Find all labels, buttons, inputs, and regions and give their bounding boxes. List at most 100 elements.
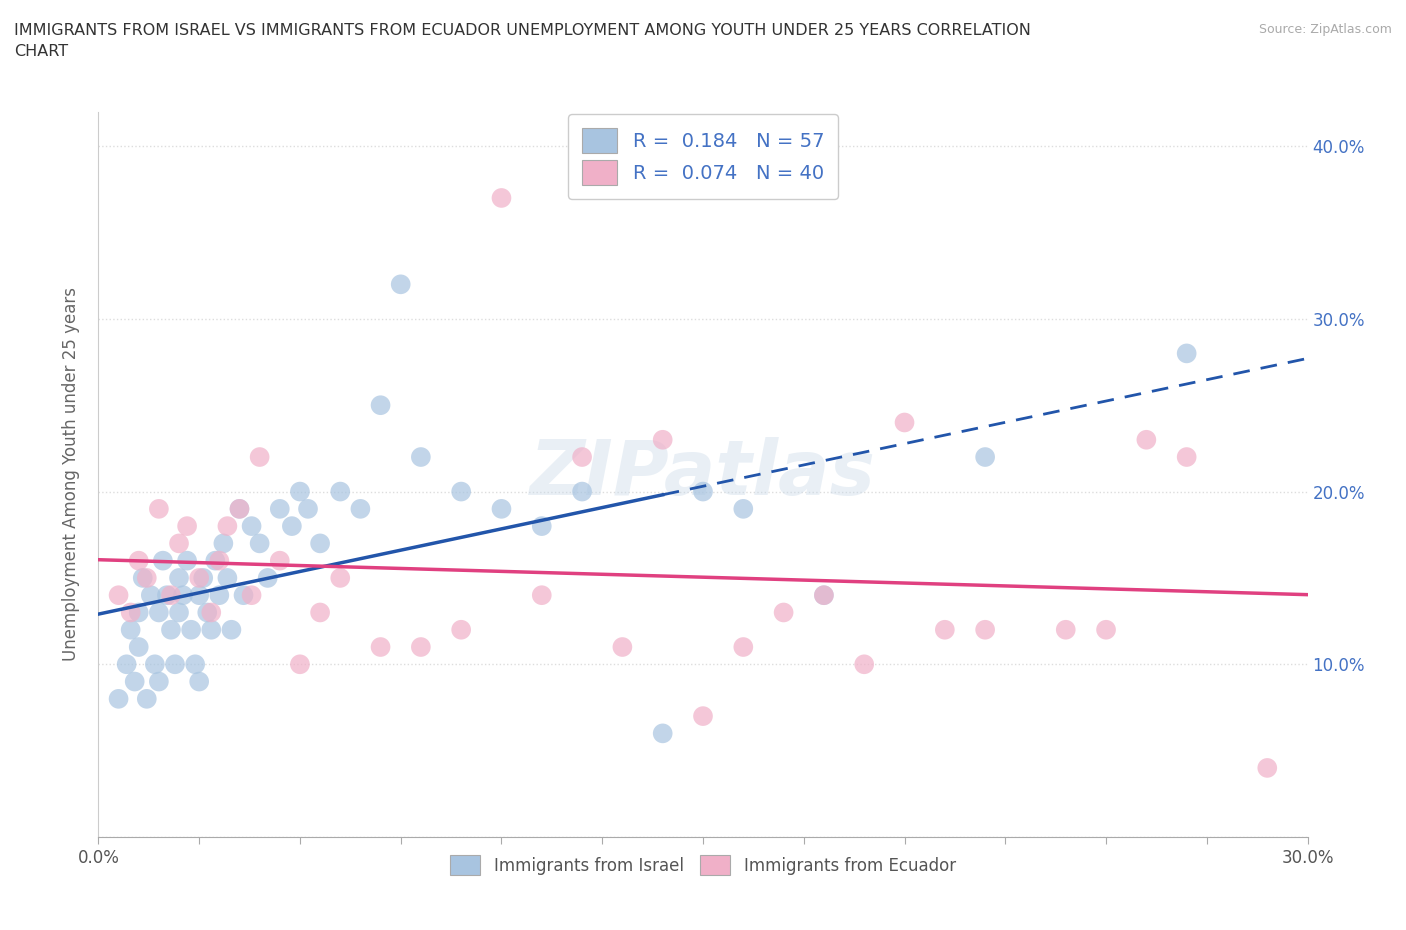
- Point: [208, 553, 231, 568]
- Text: Source: ZipAtlas.com: Source: ZipAtlas.com: [1258, 23, 1392, 36]
- Point: [281, 519, 304, 534]
- Point: [256, 570, 278, 585]
- Point: [124, 674, 146, 689]
- Point: [163, 657, 186, 671]
- Point: [139, 588, 162, 603]
- Point: [1135, 432, 1157, 447]
- Point: [612, 640, 634, 655]
- Point: [217, 519, 239, 534]
- Point: [813, 588, 835, 603]
- Legend: Immigrants from Israel, Immigrants from Ecuador: Immigrants from Israel, Immigrants from …: [441, 847, 965, 884]
- Point: [184, 657, 207, 671]
- Point: [212, 536, 235, 551]
- Point: [180, 622, 202, 637]
- Point: [148, 605, 170, 620]
- Point: [853, 657, 876, 671]
- Point: [297, 501, 319, 516]
- Point: [491, 191, 513, 206]
- Point: [1095, 622, 1118, 637]
- Point: [128, 605, 150, 620]
- Point: [772, 605, 794, 620]
- Point: [813, 588, 835, 603]
- Point: [409, 449, 432, 464]
- Point: [370, 398, 392, 413]
- Y-axis label: Unemployment Among Youth under 25 years: Unemployment Among Youth under 25 years: [62, 287, 80, 661]
- Point: [152, 553, 174, 568]
- Point: [204, 553, 226, 568]
- Point: [249, 536, 271, 551]
- Point: [288, 485, 311, 499]
- Point: [450, 485, 472, 499]
- Point: [128, 640, 150, 655]
- Point: [409, 640, 432, 655]
- Point: [733, 640, 755, 655]
- Point: [329, 570, 352, 585]
- Point: [195, 605, 218, 620]
- Point: [733, 501, 755, 516]
- Point: [160, 588, 183, 603]
- Point: [1054, 622, 1077, 637]
- Point: [309, 605, 332, 620]
- Point: [148, 501, 170, 516]
- Point: [349, 501, 371, 516]
- Point: [974, 449, 997, 464]
- Point: [167, 605, 190, 620]
- Point: [221, 622, 243, 637]
- Point: [228, 501, 250, 516]
- Point: [1175, 449, 1198, 464]
- Point: [176, 519, 198, 534]
- Point: [571, 485, 593, 499]
- Point: [193, 570, 215, 585]
- Point: [893, 415, 915, 430]
- Point: [1256, 761, 1278, 776]
- Point: [200, 605, 222, 620]
- Text: ZIPatlas: ZIPatlas: [530, 437, 876, 512]
- Point: [156, 588, 179, 603]
- Point: [167, 570, 190, 585]
- Point: [934, 622, 956, 637]
- Point: [208, 588, 231, 603]
- Point: [530, 519, 553, 534]
- Point: [692, 709, 714, 724]
- Point: [120, 605, 142, 620]
- Point: [188, 674, 211, 689]
- Point: [692, 485, 714, 499]
- Point: [651, 432, 673, 447]
- Point: [160, 622, 183, 637]
- Point: [232, 588, 254, 603]
- Point: [288, 657, 311, 671]
- Point: [128, 553, 150, 568]
- Point: [120, 622, 142, 637]
- Point: [188, 570, 211, 585]
- Point: [135, 691, 157, 706]
- Point: [974, 622, 997, 637]
- Point: [143, 657, 166, 671]
- Text: IMMIGRANTS FROM ISRAEL VS IMMIGRANTS FROM ECUADOR UNEMPLOYMENT AMONG YOUTH UNDER: IMMIGRANTS FROM ISRAEL VS IMMIGRANTS FRO…: [14, 23, 1031, 60]
- Point: [249, 449, 271, 464]
- Point: [571, 449, 593, 464]
- Point: [217, 570, 239, 585]
- Point: [148, 674, 170, 689]
- Point: [240, 588, 263, 603]
- Point: [200, 622, 222, 637]
- Point: [370, 640, 392, 655]
- Point: [188, 588, 211, 603]
- Point: [107, 588, 129, 603]
- Point: [240, 519, 263, 534]
- Point: [1175, 346, 1198, 361]
- Point: [228, 501, 250, 516]
- Point: [530, 588, 553, 603]
- Point: [269, 553, 291, 568]
- Point: [450, 622, 472, 637]
- Point: [176, 553, 198, 568]
- Point: [269, 501, 291, 516]
- Point: [172, 588, 194, 603]
- Point: [329, 485, 352, 499]
- Point: [491, 501, 513, 516]
- Point: [651, 726, 673, 741]
- Point: [132, 570, 155, 585]
- Point: [389, 277, 412, 292]
- Point: [167, 536, 190, 551]
- Point: [309, 536, 332, 551]
- Point: [107, 691, 129, 706]
